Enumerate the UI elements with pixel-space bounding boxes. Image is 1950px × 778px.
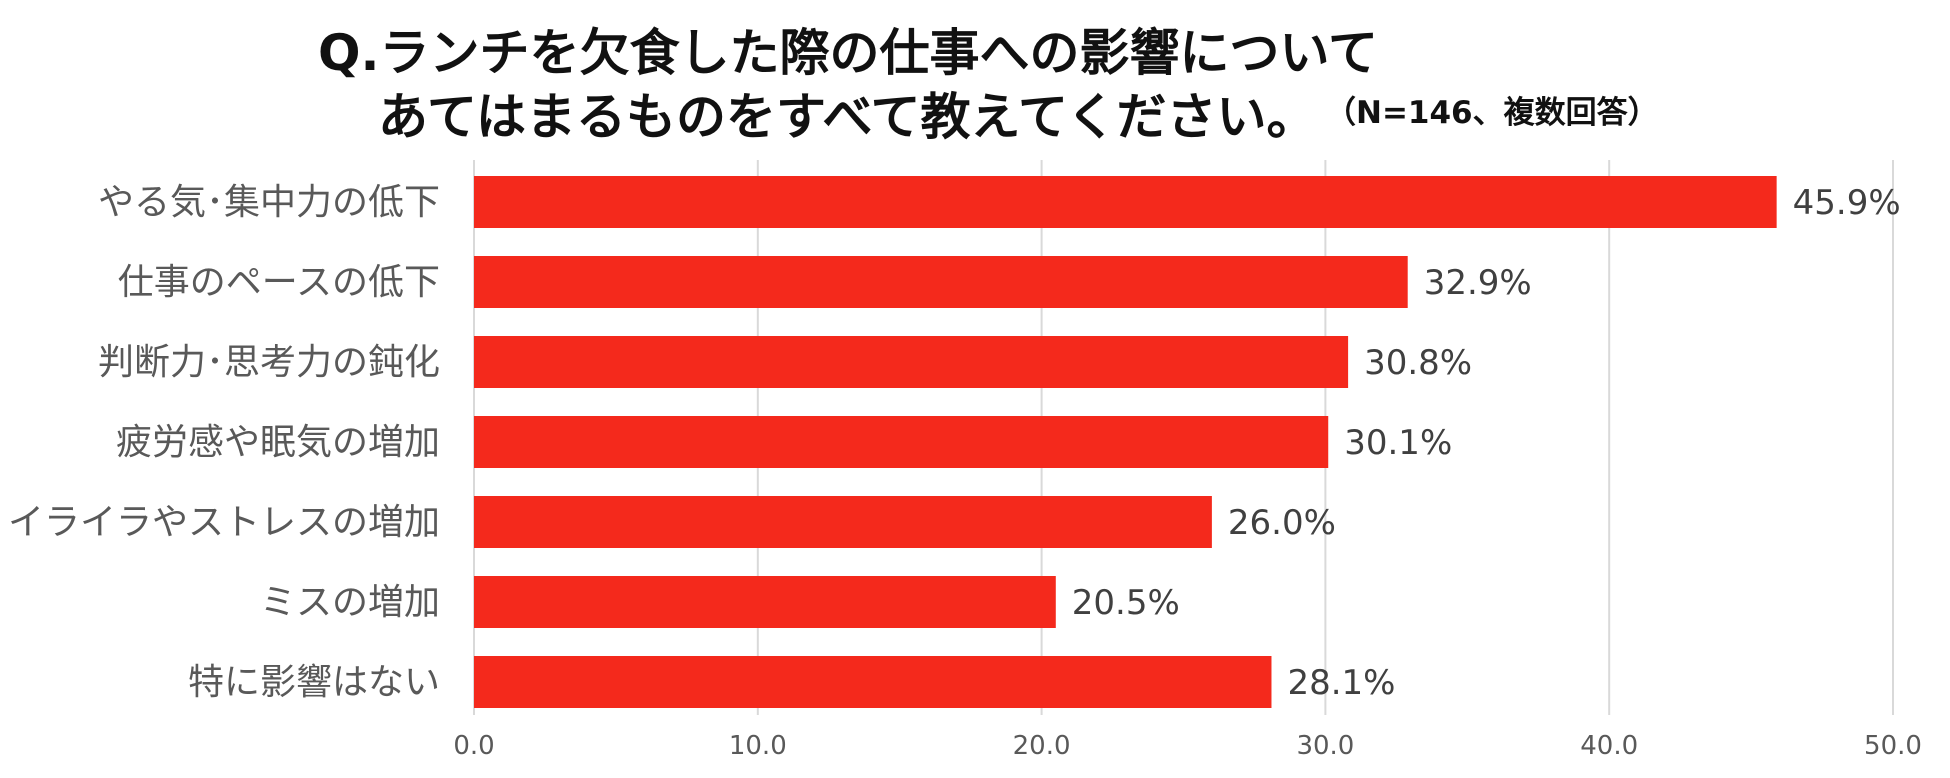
value-label-4: 26.0% bbox=[1228, 503, 1336, 543]
value-label-3: 30.1% bbox=[1344, 423, 1452, 463]
category-label-4: イライラやストレスの増加 bbox=[8, 502, 440, 543]
x-tick-label-0: 0.0 bbox=[453, 731, 494, 761]
category-label-6: 特に影響はない bbox=[188, 662, 440, 703]
value-label-6: 28.1% bbox=[1287, 663, 1395, 703]
category-label-3: 疲労感や眠気の増加 bbox=[116, 422, 440, 463]
category-label-1: 仕事のペースの低下 bbox=[118, 262, 440, 303]
category-label-2: 判断力･思考力の鈍化 bbox=[98, 342, 440, 383]
category-label-0: やる気･集中力の低下 bbox=[98, 182, 440, 223]
bar-3 bbox=[474, 416, 1329, 468]
x-tick-label-5: 50.0 bbox=[1864, 731, 1922, 761]
x-tick-label-3: 30.0 bbox=[1296, 731, 1354, 761]
value-label-1: 32.9% bbox=[1424, 263, 1532, 303]
bar-2 bbox=[474, 336, 1349, 388]
x-tick-label-4: 40.0 bbox=[1580, 731, 1638, 761]
value-label-5: 20.5% bbox=[1072, 583, 1180, 623]
chart-sample-note: （N=146、複数回答） bbox=[1325, 95, 1659, 131]
bar-4 bbox=[474, 496, 1212, 548]
chart-title-line-1: Q.ランチを欠食した際の仕事への影響について bbox=[318, 24, 1378, 82]
category-label-5: ミスの増加 bbox=[260, 582, 440, 623]
x-tick-label-2: 20.0 bbox=[1013, 731, 1071, 761]
bar-0 bbox=[474, 176, 1777, 228]
value-labels: 45.9% 32.9% 30.8% 30.1%26.0% 20.5% 28.1% bbox=[1072, 183, 1901, 703]
category-labels: やる気･集中力の低下仕事のペースの低下判断力･思考力の鈍化疲労感や眠気の増加イラ… bbox=[8, 182, 440, 703]
value-label-2: 30.8% bbox=[1364, 343, 1472, 383]
chart-title-line-2: あてはまるものをすべて教えてください。 bbox=[378, 88, 1317, 146]
x-tick-label-1: 10.0 bbox=[729, 731, 787, 761]
bar-6 bbox=[474, 656, 1272, 708]
bars bbox=[474, 176, 1777, 708]
x-axis-tick-labels: 0.0 10.0 20.0 30.0 40.0 50.0 bbox=[453, 731, 1922, 761]
bar-1 bbox=[474, 256, 1408, 308]
value-label-0: 45.9% bbox=[1793, 183, 1901, 223]
bar-5 bbox=[474, 576, 1056, 628]
